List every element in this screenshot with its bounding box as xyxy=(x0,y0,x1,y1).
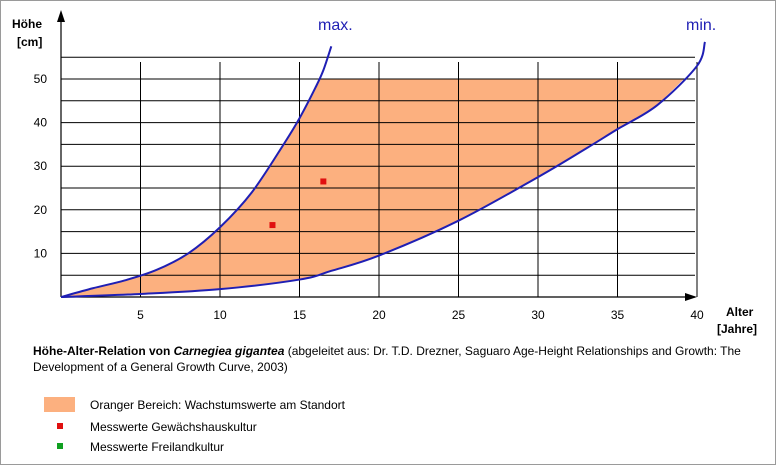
data-point-greenhouse xyxy=(269,222,276,229)
y-tick-label: 20 xyxy=(34,203,48,217)
y-axis-title-line1: Höhe xyxy=(12,17,42,31)
curve-min-label: min. xyxy=(686,17,716,34)
legend-greenhouse-marker xyxy=(57,423,63,429)
curve-max-label: max. xyxy=(318,17,353,34)
curve-max xyxy=(60,45,333,298)
x-tick-label: 15 xyxy=(293,308,307,322)
legend-item-field: Messwerte Freilandkultur xyxy=(44,439,364,455)
y-axis-arrow xyxy=(57,10,65,22)
y-tick-label: 40 xyxy=(34,116,48,130)
y-tick-label: 50 xyxy=(34,72,48,86)
x-axis-title-line1: Alter xyxy=(726,305,754,319)
legend-greenhouse-label: Messwerte Gewächshauskultur xyxy=(90,420,257,434)
legend-item-greenhouse: Messwerte Gewächshauskultur xyxy=(44,419,364,435)
chart-caption: Höhe-Alter-Relation von Carnegiea gigant… xyxy=(33,343,753,375)
growth-chart: 10 20 30 40 50 5 10 15 20 25 30 35 40 Höhe [cm] Alter [J… xyxy=(12,10,757,336)
legend-item-area: Oranger Bereich: Wachstumswerte am Stand… xyxy=(44,397,364,413)
x-tick-label: 10 xyxy=(213,308,227,322)
legend-field-label: Messwerte Freilandkultur xyxy=(90,440,225,454)
legend-area-label: Oranger Bereich: Wachstumswerte am Stand… xyxy=(90,398,345,412)
caption-species: Carnegiea gigantea xyxy=(173,344,285,358)
x-tick-label: 25 xyxy=(452,308,466,322)
x-tick-label: 5 xyxy=(137,308,144,322)
data-point-greenhouse xyxy=(320,178,327,185)
y-tick-label: 10 xyxy=(34,246,48,260)
caption-source: (abgeleitet aus: Dr. T.D. Drezner, Sagua… xyxy=(33,344,741,374)
x-axis-title-line2: [Jahre] xyxy=(717,322,757,336)
x-axis-arrow xyxy=(685,293,697,301)
x-tick-label: 30 xyxy=(531,308,545,322)
x-tick-label: 35 xyxy=(611,308,625,322)
legend-field-marker xyxy=(57,443,63,449)
y-tick-label: 30 xyxy=(34,159,48,173)
x-tick-label: 40 xyxy=(690,308,704,322)
legend-area-swatch xyxy=(44,397,75,412)
x-tick-label: 20 xyxy=(372,308,386,322)
y-axis-title-line2: [cm] xyxy=(17,35,42,49)
curve-min xyxy=(60,41,706,298)
caption-bold-prefix: Höhe-Alter-Relation von xyxy=(33,344,174,358)
